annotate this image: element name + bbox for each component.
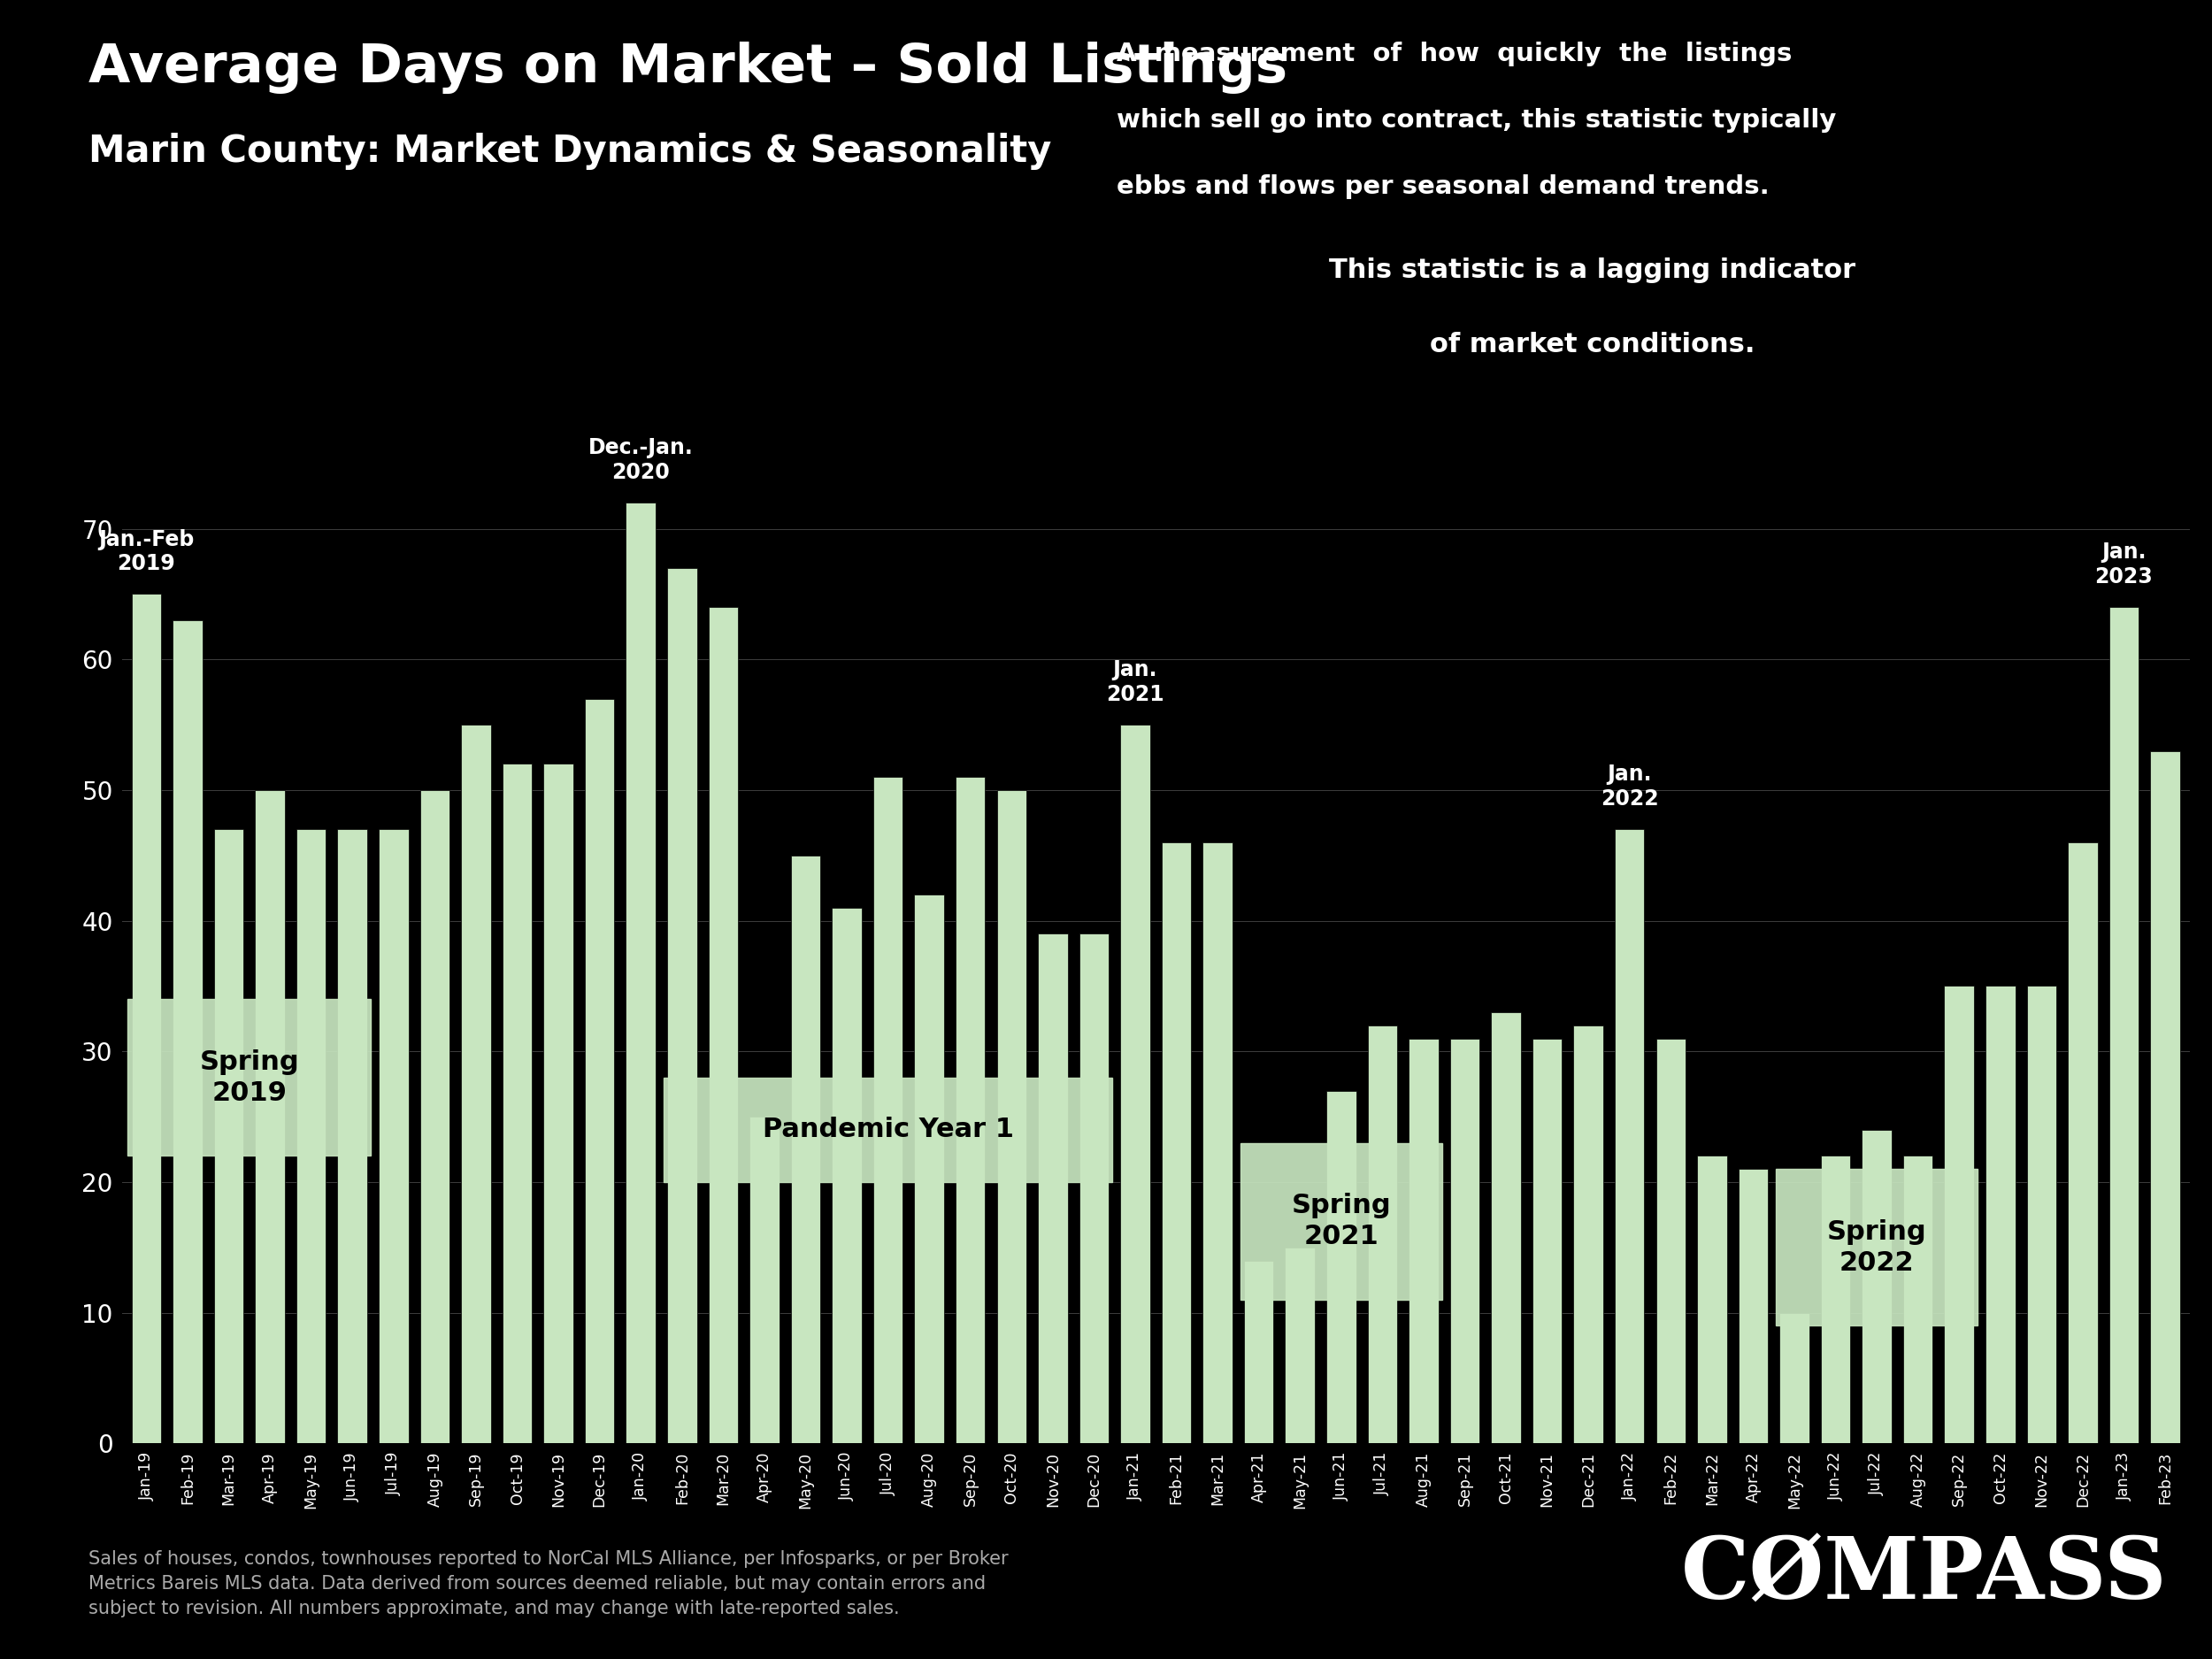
Bar bbox=[998, 790, 1026, 1443]
Bar bbox=[1119, 725, 1150, 1443]
Text: Sales of houses, condos, townhouses reported to NorCal MLS Alliance, per Infospa: Sales of houses, condos, townhouses repo… bbox=[88, 1550, 1009, 1618]
FancyBboxPatch shape bbox=[664, 1078, 1113, 1181]
Bar bbox=[874, 776, 902, 1443]
FancyBboxPatch shape bbox=[128, 999, 372, 1156]
Bar bbox=[2150, 752, 2181, 1443]
Text: Spring
2022: Spring 2022 bbox=[1827, 1219, 1927, 1276]
Text: Spring
2021: Spring 2021 bbox=[1292, 1193, 1391, 1249]
Bar bbox=[1697, 1156, 1728, 1443]
Bar bbox=[378, 830, 409, 1443]
Bar bbox=[131, 594, 161, 1443]
Bar bbox=[2026, 985, 2057, 1443]
FancyBboxPatch shape bbox=[1241, 1143, 1442, 1299]
Text: Jan.-Feb
2019: Jan.-Feb 2019 bbox=[100, 529, 195, 574]
Bar bbox=[832, 907, 863, 1443]
Bar bbox=[1367, 1025, 1398, 1443]
Bar bbox=[1327, 1090, 1356, 1443]
Bar bbox=[626, 503, 655, 1443]
Bar bbox=[1657, 1039, 1686, 1443]
Bar bbox=[1491, 1012, 1522, 1443]
Bar bbox=[338, 830, 367, 1443]
Bar bbox=[1079, 934, 1108, 1443]
Bar bbox=[914, 894, 945, 1443]
Text: Jan.
2021: Jan. 2021 bbox=[1106, 659, 1164, 705]
Text: Jan.
2023: Jan. 2023 bbox=[2095, 542, 2152, 587]
Bar bbox=[1863, 1130, 1891, 1443]
Bar bbox=[956, 776, 984, 1443]
Bar bbox=[460, 725, 491, 1443]
Bar bbox=[1037, 934, 1068, 1443]
Text: This statistic is a lagging indicator: This statistic is a lagging indicator bbox=[1329, 257, 1856, 282]
Bar bbox=[708, 607, 739, 1443]
Bar bbox=[750, 1117, 779, 1443]
Bar bbox=[296, 830, 325, 1443]
Bar bbox=[1778, 1312, 1809, 1443]
Bar bbox=[1944, 985, 1973, 1443]
Text: Jan.
2022: Jan. 2022 bbox=[1601, 763, 1659, 810]
Bar bbox=[1615, 830, 1644, 1443]
Bar bbox=[1986, 985, 2015, 1443]
Bar bbox=[215, 830, 243, 1443]
Text: ebbs and flows per seasonal demand trends.: ebbs and flows per seasonal demand trend… bbox=[1117, 174, 1770, 199]
Bar bbox=[1739, 1170, 1767, 1443]
Text: Spring
2019: Spring 2019 bbox=[199, 1050, 299, 1105]
Text: which sell go into contract, this statistic typically: which sell go into contract, this statis… bbox=[1117, 108, 1836, 133]
Bar bbox=[790, 856, 821, 1443]
Bar bbox=[1820, 1156, 1851, 1443]
Text: CØMPASS: CØMPASS bbox=[1681, 1535, 2168, 1618]
Bar bbox=[173, 620, 204, 1443]
Text: Marin County: Market Dynamics & Seasonality: Marin County: Market Dynamics & Seasonal… bbox=[88, 133, 1051, 169]
Bar bbox=[2108, 607, 2139, 1443]
Bar bbox=[1449, 1039, 1480, 1443]
FancyBboxPatch shape bbox=[1776, 1170, 1978, 1326]
Bar bbox=[1533, 1039, 1562, 1443]
Bar bbox=[544, 763, 573, 1443]
Bar bbox=[502, 763, 533, 1443]
Bar bbox=[1203, 843, 1232, 1443]
Bar bbox=[584, 698, 615, 1443]
Bar bbox=[1285, 1248, 1314, 1443]
Bar bbox=[1161, 843, 1192, 1443]
Text: of market conditions.: of market conditions. bbox=[1431, 332, 1756, 357]
Text: Dec.-Jan.
2020: Dec.-Jan. 2020 bbox=[588, 438, 692, 483]
Bar bbox=[1243, 1261, 1274, 1443]
Bar bbox=[2068, 843, 2097, 1443]
Bar bbox=[254, 790, 285, 1443]
Text: Pandemic Year 1: Pandemic Year 1 bbox=[763, 1117, 1013, 1143]
Text: A  measurement  of  how  quickly  the  listings: A measurement of how quickly the listing… bbox=[1117, 41, 1792, 66]
Bar bbox=[420, 790, 449, 1443]
Bar bbox=[1573, 1025, 1604, 1443]
Bar bbox=[668, 567, 697, 1443]
Bar bbox=[1409, 1039, 1438, 1443]
Text: Average Days on Market – Sold Listings: Average Days on Market – Sold Listings bbox=[88, 41, 1287, 93]
Bar bbox=[1902, 1156, 1933, 1443]
